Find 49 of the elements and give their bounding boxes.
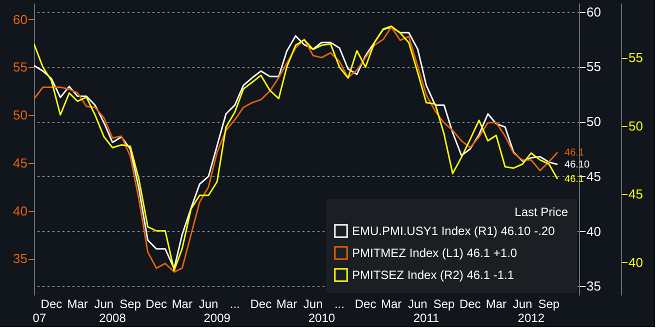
y3-tick-label: 55 [628,50,643,66]
x-tick-label: Mar [67,297,88,311]
x2-tick-label: 2012 [518,311,545,325]
data-label: 46.1 [564,174,584,186]
x-tick-label: Mar [486,297,507,311]
y-tick-label: 60 [13,12,28,27]
y2-tick-label: 55 [586,59,601,74]
y2-tick-label: 60 [586,4,601,20]
x2-tick-label: 2010 [308,311,336,325]
x-tick-label: Dec [250,297,272,311]
y-tick-label: 35 [13,251,28,266]
y-tick-label: 50 [13,108,28,123]
x2-tick-label: 2008 [99,311,126,325]
y2-tick-label: 40 [586,224,601,239]
x-tick-label: Jun [408,297,428,311]
data-label: 46.10 [564,159,590,170]
legend-label: PMITMEZ Index (L1) 46.1 +1.0 [352,246,518,260]
x-tick-label: Sep [538,297,560,311]
y2-tick-label: 45 [586,168,601,184]
data-label: 46.1 [564,147,584,158]
x-tick-label: Jun [94,297,114,311]
x-tick-label: Mar [172,297,192,311]
y-tick-label: 45 [13,155,28,170]
x-tick-label: ... [230,297,240,311]
legend-title: Last Price [514,205,568,219]
x2-tick-label: 07 [32,311,46,325]
x-tick-label: Jun [198,297,218,311]
legend-label: PMITSEZ Index (R2) 46.1 -1.1 [352,268,514,282]
x-tick-label: Dec [354,297,376,311]
x-tick-label: Dec [146,297,168,311]
y2-tick-label: 50 [586,114,601,130]
x-tick-label: Jun [303,297,323,311]
x-tick-label: ... [334,297,344,311]
x-tick-label: Jun [512,297,532,311]
x2-tick-label: 2009 [204,311,231,325]
legend-label: EMU.PMI.USY1 Index (R1) 46.10 -.20 [352,224,556,238]
y2-tick-label: 35 [586,278,601,294]
x-tick-label: Dec [40,297,62,311]
y-tick-label: 40 [13,203,28,218]
y3-tick-label: 50 [628,118,643,134]
y3-tick-label: 45 [628,186,643,202]
x-tick-label: Sep [433,297,456,311]
x-tick-label: Mar [380,297,402,311]
x2-tick-label: 2011 [413,311,440,325]
x-tick-label: Sep [120,297,142,311]
x-tick-label: Mar [276,297,298,311]
y-tick-label: 55 [13,60,28,75]
x-tick-label: Dec [459,297,481,311]
y3-tick-label: 40 [628,254,643,270]
